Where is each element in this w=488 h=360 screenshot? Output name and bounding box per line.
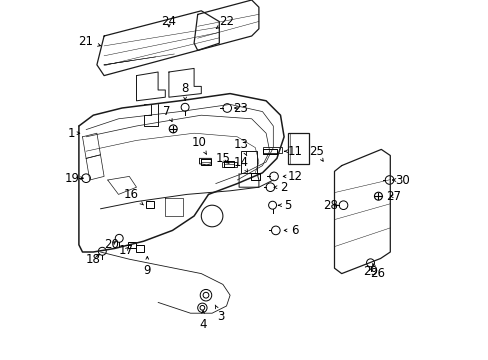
Text: 26: 26 — [369, 264, 385, 280]
Text: 19: 19 — [64, 172, 83, 185]
Text: 22: 22 — [216, 15, 234, 28]
Text: 7: 7 — [163, 105, 172, 122]
Text: 21: 21 — [79, 35, 101, 48]
Text: 24: 24 — [161, 15, 176, 28]
Text: 1: 1 — [68, 127, 80, 140]
Text: 10: 10 — [192, 136, 206, 154]
Bar — [136, 245, 144, 252]
Bar — [146, 201, 154, 208]
Bar — [262, 147, 282, 153]
Text: 6: 6 — [284, 224, 298, 237]
Bar — [287, 133, 309, 164]
Bar — [241, 151, 257, 173]
Text: 28: 28 — [323, 199, 338, 212]
Text: 17: 17 — [118, 244, 133, 257]
Text: 18: 18 — [86, 253, 101, 266]
Text: 9: 9 — [143, 257, 151, 276]
Text: 15: 15 — [215, 152, 230, 165]
Text: 29: 29 — [362, 265, 377, 278]
Bar — [222, 162, 237, 167]
Text: 23: 23 — [233, 102, 248, 114]
Text: 30: 30 — [392, 174, 409, 186]
Text: 5: 5 — [278, 199, 291, 212]
Text: 4: 4 — [199, 311, 206, 330]
Text: 12: 12 — [283, 170, 302, 183]
Text: 16: 16 — [123, 188, 143, 205]
Text: 14: 14 — [233, 156, 248, 172]
Text: 11: 11 — [284, 145, 302, 158]
Text: 25: 25 — [308, 145, 323, 161]
Text: 8: 8 — [181, 82, 188, 100]
Text: 27: 27 — [386, 190, 401, 203]
Bar — [128, 242, 136, 248]
Text: 20: 20 — [103, 238, 119, 251]
Text: 2: 2 — [274, 181, 287, 194]
Text: 3: 3 — [215, 305, 224, 323]
Text: 13: 13 — [233, 138, 248, 156]
